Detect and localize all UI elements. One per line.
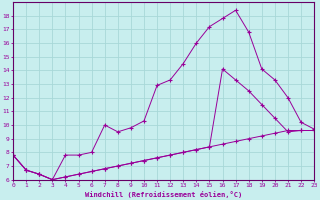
X-axis label: Windchill (Refroidissement éolien,°C): Windchill (Refroidissement éolien,°C)	[85, 191, 242, 198]
